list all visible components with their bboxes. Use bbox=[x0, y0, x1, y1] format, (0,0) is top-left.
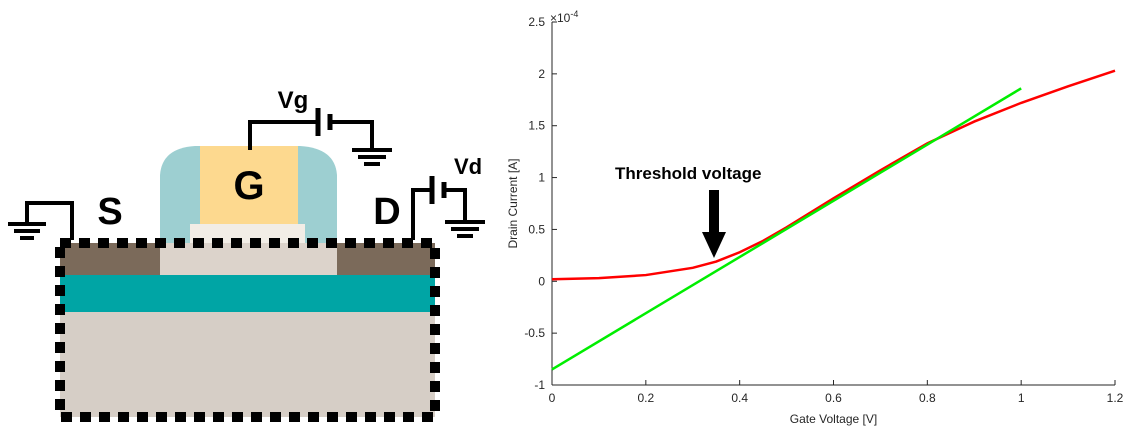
y-axis-label: Drain Current [A] bbox=[506, 158, 520, 248]
annotation: Threshold voltage bbox=[615, 164, 761, 183]
x-tick-label: 0.6 bbox=[825, 391, 842, 405]
y-tick-label: 1 bbox=[538, 171, 545, 185]
chart: 0 0.2 0.4 0.6 0.8 1 1.2 -1 -0.5 0 0.5 1 1.5 2 2.5 Gate … bbox=[506, 9, 1124, 426]
y-tick-label: 0.5 bbox=[528, 222, 545, 236]
x-tick-label: 0.8 bbox=[919, 391, 936, 405]
x-tick-label: 1 bbox=[1018, 391, 1025, 405]
annotation-arrow bbox=[702, 190, 726, 258]
y-tick-label: 0 bbox=[538, 274, 545, 288]
x-tick-label: 1.2 bbox=[1107, 391, 1124, 405]
drain-label: D bbox=[373, 191, 400, 233]
vd-label: Vd bbox=[454, 154, 482, 179]
x-axis-label: Gate Voltage [V] bbox=[790, 412, 877, 426]
figure: Vg G S D Vd 0 0.2 0.4 0.6 0.8 1 1.2 -1 -0.5 0 0.5 1… bbox=[0, 0, 1127, 432]
y-tick-label: 1.5 bbox=[528, 119, 545, 133]
multiplier-base: ×10 bbox=[550, 11, 571, 25]
x-tick-label: 0.4 bbox=[731, 391, 748, 405]
y-tick-label: -1 bbox=[534, 378, 545, 392]
y-multiplier: ×10-4 bbox=[550, 9, 578, 25]
x-tick-label: 0 bbox=[549, 391, 556, 405]
x-tick-label: 0.2 bbox=[637, 391, 654, 405]
transistor-diagram: Vg G S D Vd bbox=[8, 87, 485, 417]
gate-oxide bbox=[190, 224, 305, 243]
multiplier-exponent: -4 bbox=[570, 9, 578, 19]
vg-label: Vg bbox=[278, 87, 309, 114]
teal-layer bbox=[60, 275, 435, 312]
y-tick-label: -0.5 bbox=[524, 326, 545, 340]
source-label: S bbox=[97, 191, 122, 233]
gate-label: G bbox=[233, 164, 264, 208]
y-tick-label: 2.5 bbox=[528, 15, 545, 29]
y-tick-label: 2 bbox=[538, 67, 545, 81]
series-line bbox=[552, 88, 1021, 369]
